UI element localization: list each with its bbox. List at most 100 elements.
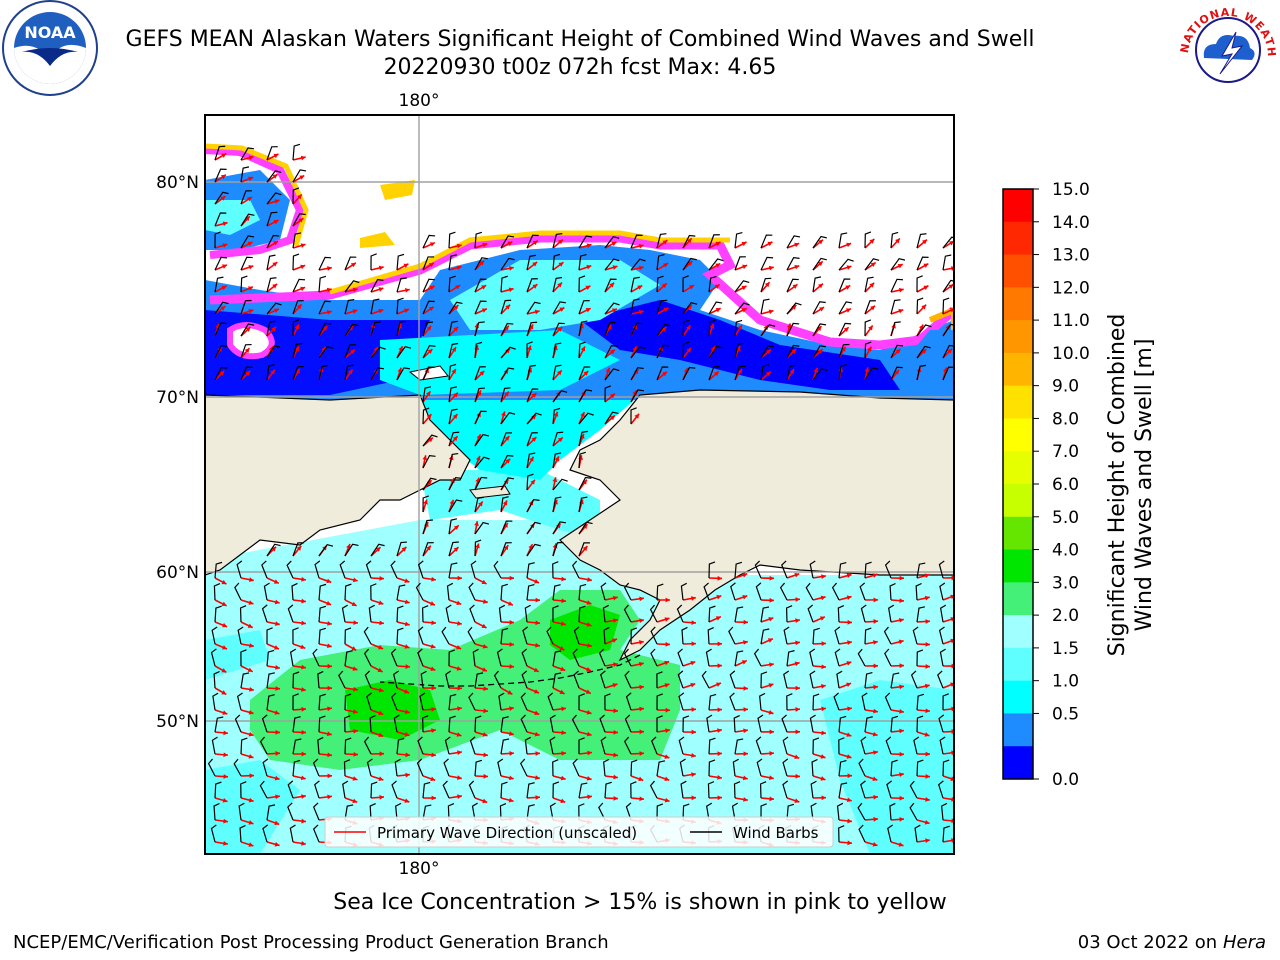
wind-barb (474, 672, 484, 689)
wave-direction-arrowhead (741, 285, 747, 291)
wind-barb (474, 496, 484, 513)
wind-barb (214, 322, 227, 337)
wind-barb (214, 366, 228, 381)
wind-barb (344, 543, 359, 557)
wind-barb (291, 582, 298, 601)
wind-barb (649, 604, 658, 623)
wind-barb (239, 824, 246, 843)
wind-barb (623, 582, 632, 601)
wind-barb (916, 345, 931, 359)
wave-direction-arrowhead (272, 174, 278, 179)
wave-direction-arrowhead (379, 620, 384, 626)
wave-direction-arrowhead (587, 577, 592, 582)
wave-direction-arrowhead (558, 262, 564, 267)
wave-direction-arrowhead (794, 242, 800, 248)
wave-direction-arrowhead (898, 639, 904, 645)
wind-barb (812, 323, 827, 337)
wave-direction-arrowhead (664, 683, 670, 688)
wave-direction-arrowhead (716, 682, 722, 687)
wind-barb (318, 605, 327, 623)
wave-direction-arrowhead (743, 685, 748, 691)
wind-barb (885, 736, 892, 755)
wind-barb (890, 715, 899, 733)
wind-barb (578, 366, 591, 381)
wind-barb (838, 715, 847, 733)
wind-barb (916, 606, 925, 623)
wind-barb (261, 714, 268, 733)
wave-direction-arrowhead (327, 773, 332, 779)
wave-direction-arrowhead (300, 775, 306, 781)
wind-barb (656, 344, 669, 359)
wave-direction-arrowhead (873, 640, 878, 645)
colorbar-tick-label: 15.0 (1052, 180, 1090, 200)
wind-barb (942, 279, 954, 293)
wave-direction-arrowhead (535, 751, 540, 756)
wind-barb (604, 278, 617, 293)
wind-barb (526, 452, 536, 469)
wind-barb (474, 341, 483, 359)
wave-direction-arrowhead (274, 820, 280, 826)
wave-direction-arrowhead (560, 666, 566, 672)
wave-direction-arrowhead (664, 617, 670, 622)
wave-direction-arrowhead (586, 243, 592, 249)
wind-barb (861, 692, 868, 711)
wind-barb (630, 234, 643, 249)
wind-barb (630, 389, 645, 403)
wind-barb (678, 736, 685, 755)
colorbar-segment (1003, 615, 1033, 649)
wave-direction-arrowhead (899, 598, 904, 604)
wave-direction-arrowhead (609, 415, 615, 421)
wave-direction-arrowhead (899, 663, 904, 669)
wind-barb (578, 605, 586, 623)
colorbar-tick-label: 1.5 (1052, 639, 1079, 659)
wave-direction-arrowhead (300, 155, 306, 161)
wind-barb (500, 454, 514, 469)
wind-barb (604, 321, 616, 337)
wind-barb (214, 145, 226, 161)
wave-direction-arrowhead (457, 775, 462, 780)
wind-barb (368, 604, 375, 623)
wind-barb (448, 518, 458, 535)
wave-direction-arrowhead (847, 840, 852, 846)
wave-direction-arrowhead (248, 264, 254, 270)
wind-barb (942, 825, 950, 843)
colorbar-tick-label: 11.0 (1052, 311, 1090, 331)
wave-direction-arrowhead (378, 287, 384, 292)
wind-barb (292, 232, 302, 249)
wave-direction-arrowhead (248, 731, 254, 737)
wind-barb (526, 499, 540, 513)
wave-direction-arrowhead (665, 728, 670, 734)
wave-direction-arrowhead (403, 263, 409, 269)
wave-direction-arrowhead (559, 689, 565, 695)
wind-barb (448, 477, 462, 491)
wave-direction-arrowhead (795, 729, 800, 735)
wind-barb (422, 715, 429, 733)
wind-barb (448, 275, 456, 293)
wind-barb (759, 692, 766, 711)
wind-barb (213, 670, 220, 689)
wind-barb (470, 560, 477, 579)
wind-barb (344, 737, 352, 755)
wind-barb (838, 760, 847, 777)
wind-barb (682, 234, 696, 249)
wind-barb (939, 582, 946, 601)
wave-direction-arrowhead (483, 752, 488, 758)
wind-barb (312, 802, 320, 821)
wind-barb (287, 780, 294, 799)
wind-barb (214, 781, 222, 799)
wave-direction-arrowhead (585, 689, 591, 694)
wave-direction-arrowhead (375, 547, 381, 552)
wind-barb (211, 736, 218, 755)
wave-direction-arrowhead (457, 794, 462, 800)
wind-barb (864, 671, 873, 689)
wind-barb (680, 780, 687, 799)
wind-barb (474, 539, 482, 557)
wave-direction-arrowhead (638, 265, 644, 271)
wave-direction-arrowhead (272, 262, 278, 267)
wind-barb (812, 235, 827, 249)
wind-barb (604, 302, 620, 315)
wave-direction-arrowhead (821, 664, 826, 670)
wave-direction-arrowhead (741, 308, 747, 313)
colorbar-tick-label: 3.0 (1052, 573, 1079, 593)
wave-direction-arrowhead (743, 797, 748, 802)
